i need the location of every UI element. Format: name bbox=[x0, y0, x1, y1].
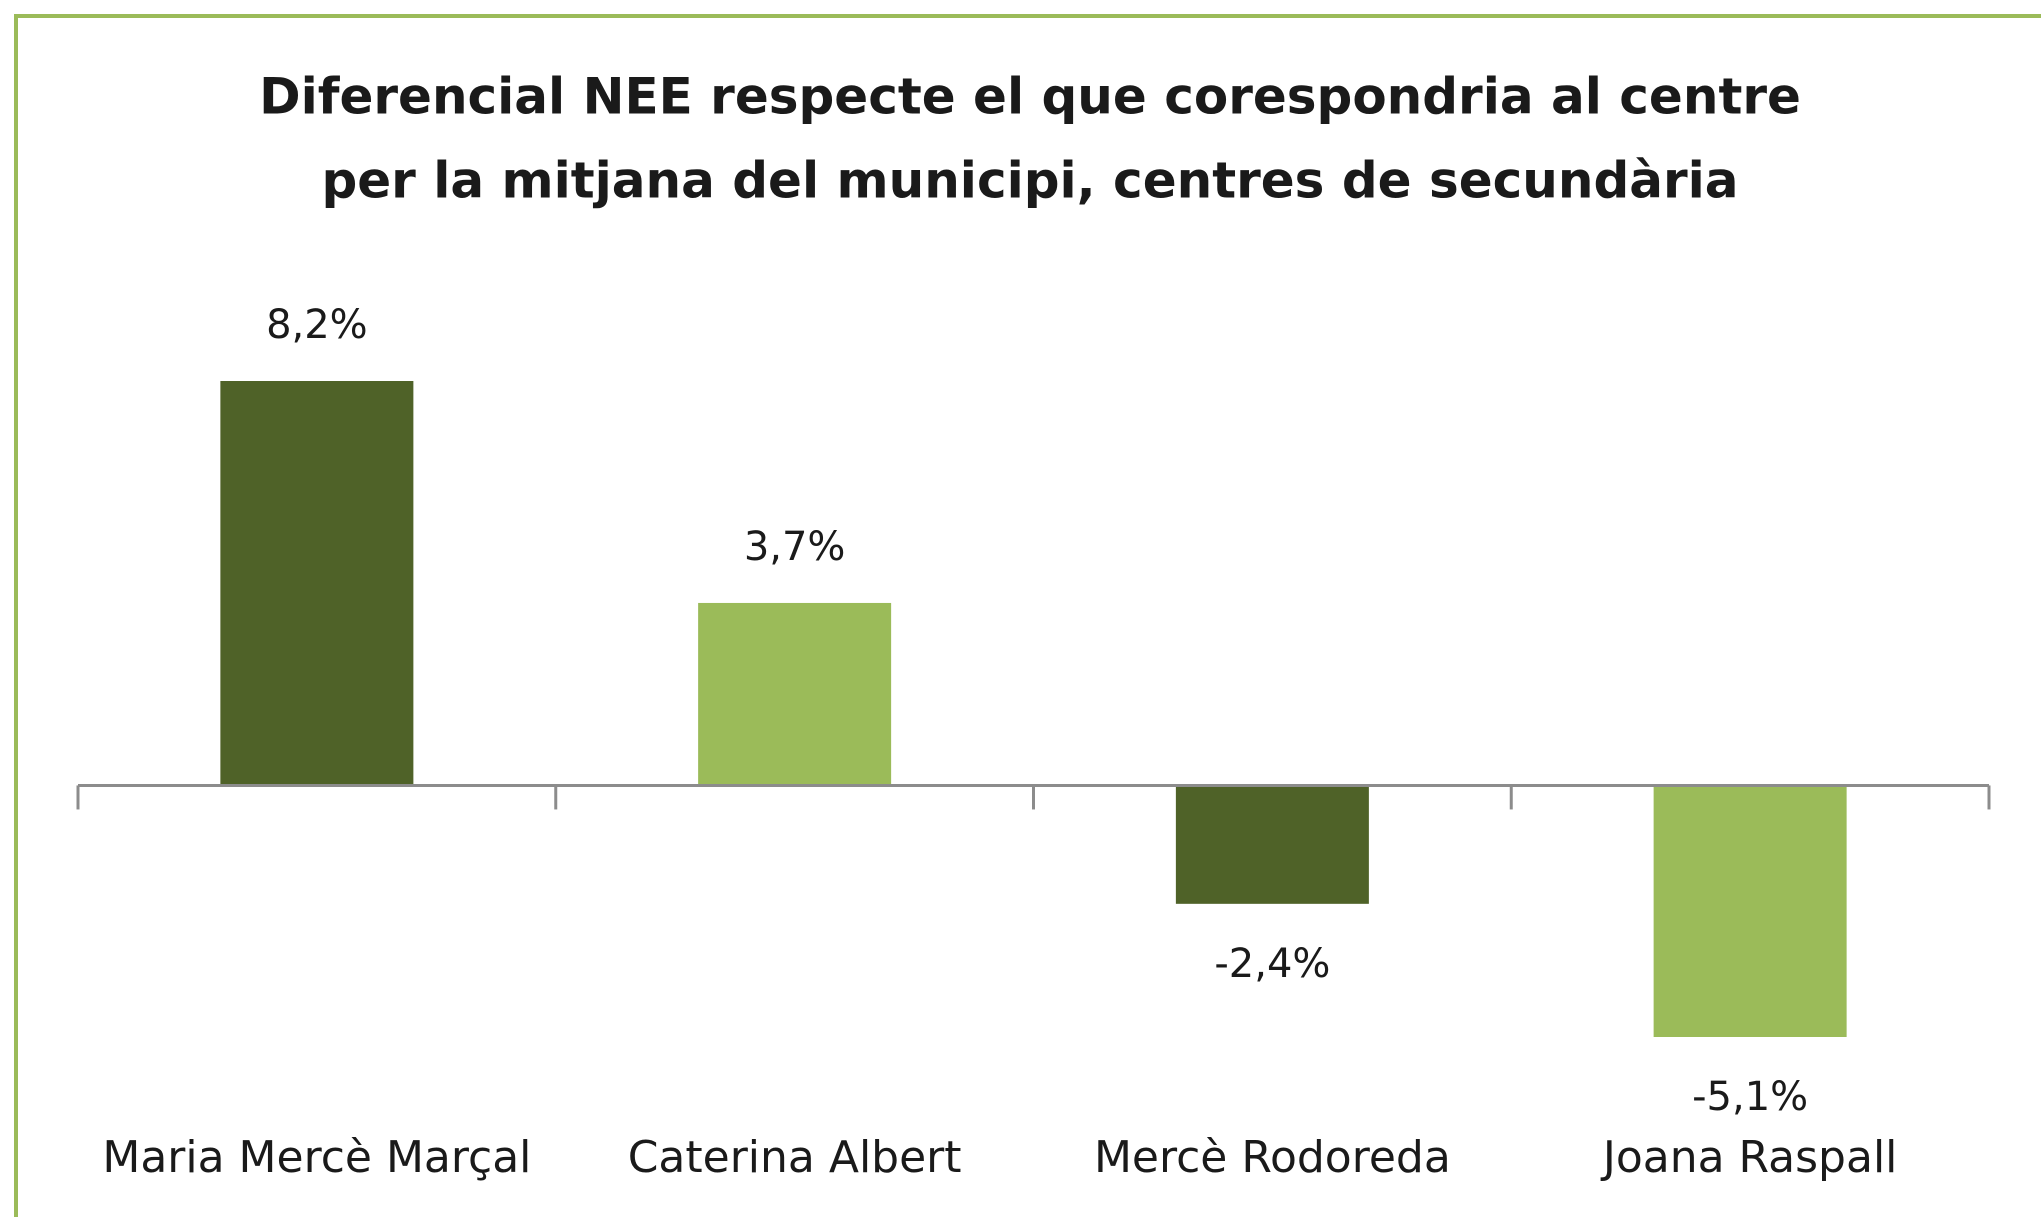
bar bbox=[1653, 785, 1847, 1037]
bar bbox=[698, 602, 892, 786]
data-label: 3,7% bbox=[744, 524, 846, 570]
data-label: -2,4% bbox=[1214, 941, 1330, 987]
x-tick-label: Maria Mercè Marçal bbox=[102, 1132, 531, 1183]
chart-border bbox=[14, 14, 2041, 1217]
chart-title: per la mitjana del municipi, centres de … bbox=[321, 152, 1738, 210]
x-tick-label: Joana Raspall bbox=[1600, 1132, 1898, 1183]
bar bbox=[220, 381, 414, 786]
bar bbox=[1175, 785, 1369, 904]
data-label: -5,1% bbox=[1692, 1074, 1808, 1120]
chart-title: Diferencial NEE respecte el que corespon… bbox=[259, 68, 1801, 126]
data-label: 8,2% bbox=[266, 302, 368, 348]
x-tick-label: Mercè Rodoreda bbox=[1094, 1132, 1451, 1183]
x-tick-label: Caterina Albert bbox=[628, 1132, 962, 1183]
